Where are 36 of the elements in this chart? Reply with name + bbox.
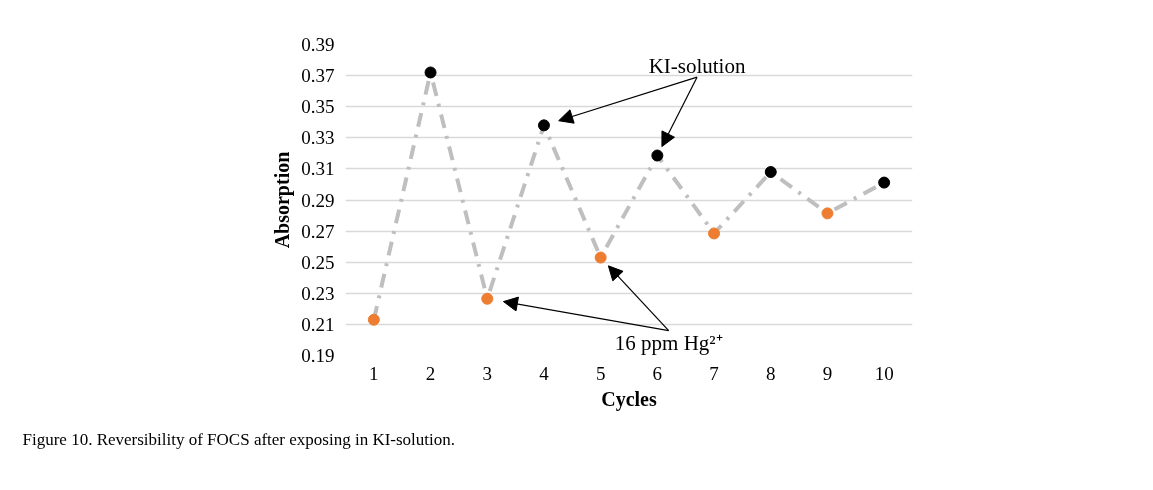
point <box>481 292 494 305</box>
point <box>708 227 721 240</box>
point <box>367 313 380 326</box>
x-tick-label: 2 <box>425 362 436 384</box>
point <box>821 207 834 220</box>
x-tick-label: 5 <box>595 362 606 384</box>
y-tick-label: 0.21 <box>301 313 335 335</box>
x-tick-label: 7 <box>709 362 719 384</box>
y-tick-label: 0.33 <box>301 127 335 149</box>
x-tick-label: 10 <box>874 362 894 384</box>
point <box>764 166 777 178</box>
text: Figure 10. Reversibility of FOCS after exposing in KI-solution. <box>22 429 456 449</box>
y-tick-label: 0.31 <box>301 158 335 180</box>
y-tick-label: 0.23 <box>301 282 335 304</box>
y-tick-label: 0.29 <box>301 189 335 211</box>
annotation: 16 ppm Hg²⁺ <box>614 331 723 356</box>
point <box>651 149 664 162</box>
y-tick-label: 0.37 <box>301 65 335 87</box>
x-tick-label: 6 <box>652 362 663 384</box>
x-tick-label: 1 <box>369 362 379 384</box>
point <box>878 176 891 189</box>
y-axis-title: Absorption <box>271 151 295 249</box>
x-tick-label: 3 <box>482 362 492 384</box>
x-tick-label: 4 <box>539 362 550 384</box>
x-axis-title: Cycles <box>601 387 657 411</box>
y-tick-label: 0.25 <box>301 251 335 273</box>
x-tick-label: 8 <box>766 362 776 384</box>
point <box>424 66 437 79</box>
y-tick-label: 0.19 <box>301 345 335 366</box>
x-tick-label: 9 <box>822 362 833 384</box>
annotation: KI-solution <box>648 54 746 79</box>
point <box>537 119 550 132</box>
y-tick-label: 0.27 <box>301 220 335 242</box>
y-tick-label: 0.39 <box>301 34 335 55</box>
y-tick-label: 0.35 <box>301 96 335 118</box>
point <box>594 251 607 264</box>
